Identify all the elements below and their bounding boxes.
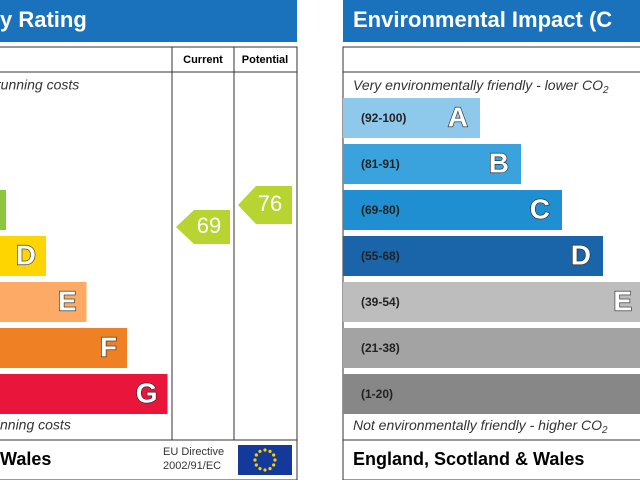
band-letter: A <box>448 101 468 132</box>
bottom-note: Not environmentally friendly - higher CO… <box>353 417 608 436</box>
footer-region: England, Scotland & Wales <box>353 449 584 469</box>
eu-star <box>272 453 276 457</box>
band-range: (81-91) <box>361 157 400 171</box>
band <box>0 282 87 322</box>
eu-star <box>268 449 272 453</box>
eu-star <box>254 463 258 467</box>
eu-star <box>268 467 272 471</box>
top-note: running costs <box>0 77 79 93</box>
directive: 2002/91/EC <box>163 460 221 472</box>
band <box>343 374 640 414</box>
potential-arrow <box>238 186 292 224</box>
band-letter: D <box>16 239 36 270</box>
column-header: Potential <box>242 54 288 66</box>
band-range: (92-100) <box>361 111 406 125</box>
band-letter: C <box>530 193 550 224</box>
eu-star <box>254 453 258 457</box>
band <box>0 236 46 276</box>
eu-star <box>272 463 276 467</box>
band <box>343 282 640 322</box>
band <box>343 328 640 368</box>
current-arrow <box>176 210 230 244</box>
panel-title: y Rating <box>0 7 87 32</box>
bottom-note: nning costs <box>0 417 71 433</box>
band-range: (21-38) <box>361 341 400 355</box>
band-range: (69-80) <box>361 203 400 217</box>
eu-star <box>263 468 267 472</box>
eu-star <box>258 467 262 471</box>
band-letter: F <box>100 331 117 362</box>
band-range: (55-68) <box>361 249 400 263</box>
potential-rating: 76 <box>258 191 282 216</box>
band <box>0 374 168 414</box>
column-header: Current <box>183 54 223 66</box>
eu-star <box>263 448 267 452</box>
band <box>343 144 521 184</box>
band-letter: B <box>489 147 509 178</box>
eu-star <box>258 449 262 453</box>
title-bar <box>343 0 640 42</box>
band-letter: E <box>613 285 632 316</box>
band-letter: G <box>136 377 158 408</box>
current-rating: 69 <box>197 213 221 238</box>
eu-star <box>273 458 277 462</box>
top-note: Very environmentally friendly - lower CO… <box>353 77 609 96</box>
band <box>343 236 603 276</box>
band-letter: D <box>571 239 591 270</box>
title-bar <box>0 0 297 42</box>
band <box>343 190 562 230</box>
directive: EU Directive <box>163 446 224 458</box>
band-range: (39-54) <box>361 295 400 309</box>
footer-region: Wales <box>0 449 51 469</box>
band-letter: E <box>58 285 77 316</box>
band <box>0 190 6 230</box>
panel-title: Environmental Impact (C <box>353 7 612 32</box>
band-range: (1-20) <box>361 387 393 401</box>
band <box>343 98 480 138</box>
eu-star <box>253 458 257 462</box>
band <box>0 328 127 368</box>
